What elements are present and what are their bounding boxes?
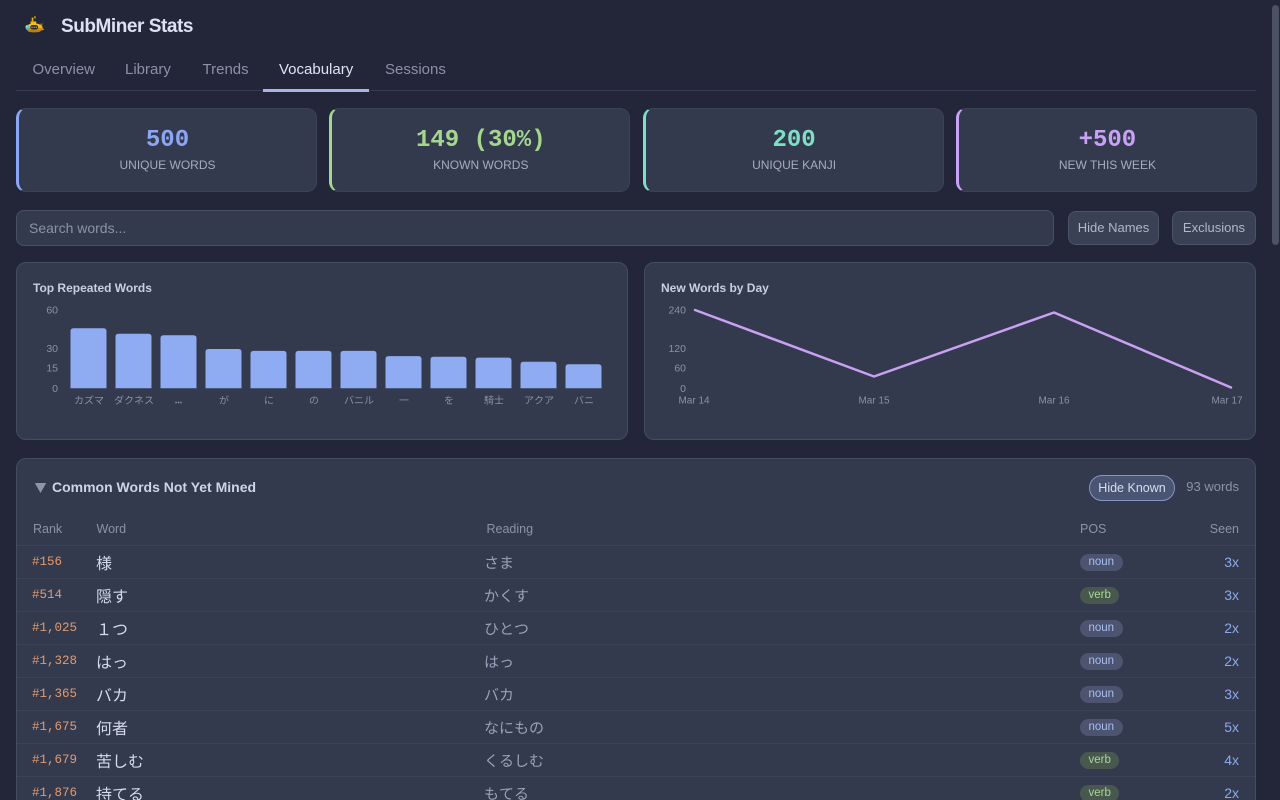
svg-text:Mar 16: Mar 16 [1038, 396, 1070, 407]
svg-text:Mar 17: Mar 17 [1211, 396, 1243, 407]
svg-text:60: 60 [46, 305, 58, 317]
svg-text:0: 0 [680, 383, 686, 395]
svg-text:30: 30 [46, 343, 58, 355]
svg-text:15: 15 [46, 363, 58, 375]
svg-text:240: 240 [668, 305, 686, 317]
svg-text:60: 60 [674, 363, 686, 375]
svg-text:0: 0 [52, 383, 58, 395]
svg-text:Mar 15: Mar 15 [858, 396, 890, 407]
svg-text:Mar 14: Mar 14 [678, 396, 710, 407]
svg-text:120: 120 [668, 343, 686, 355]
